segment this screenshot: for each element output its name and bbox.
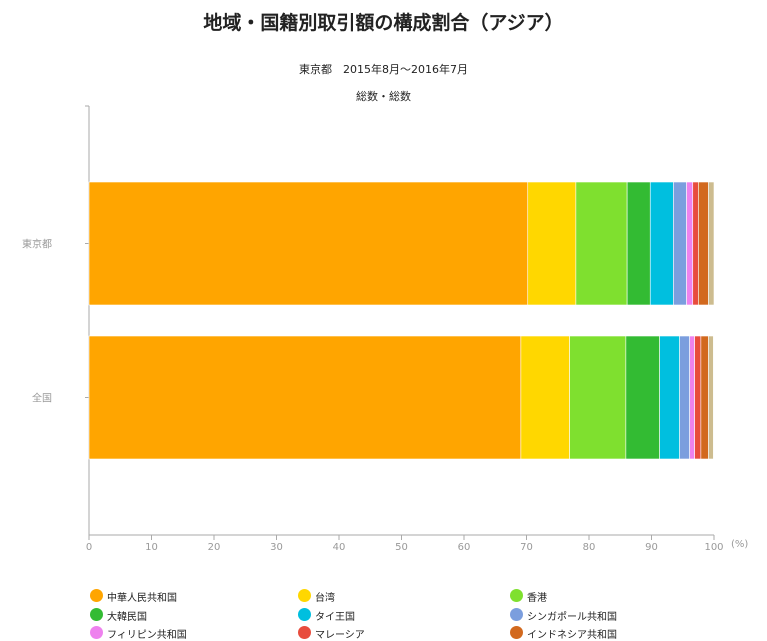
bar-segment-0-7 — [692, 181, 699, 306]
legend-label: タイ王国 — [315, 612, 355, 623]
legend-label: シンガポール共和国 — [527, 612, 617, 623]
x-tick-label: 20 — [208, 542, 221, 553]
x-axis-unit: (%) — [731, 539, 748, 550]
bar-segment-0-1 — [527, 181, 577, 306]
legend-swatch — [298, 608, 311, 621]
legend-label: フィリピン共和国 — [107, 630, 187, 641]
x-tick-label: 80 — [583, 542, 596, 553]
x-tick-label: 50 — [395, 542, 408, 553]
x-tick-label: 0 — [86, 542, 92, 553]
bar-segment-1-6 — [689, 335, 695, 460]
bar-segment-0-6 — [686, 181, 694, 306]
legend-label: 中華人民共和国 — [107, 593, 177, 604]
legend-label: 大韓民国 — [107, 612, 147, 623]
bar-segment-0-5 — [673, 181, 687, 306]
bar-segment-0-9 — [708, 181, 715, 306]
y-category-label: 東京都 — [22, 238, 52, 251]
bar-segment-1-8 — [700, 335, 709, 460]
bar-segment-1-4 — [659, 335, 680, 460]
bar-segment-1-5 — [679, 335, 690, 460]
x-tick-label: 10 — [145, 542, 158, 553]
bar-segment-1-7 — [694, 335, 702, 460]
legend-swatch — [90, 589, 103, 602]
x-tick-label: 30 — [270, 542, 283, 553]
chart-subtitle-totals: 総数・総数 — [356, 90, 411, 103]
bar-segment-0-8 — [698, 181, 709, 306]
legend-swatch — [298, 589, 311, 602]
bar-segment-1-1 — [520, 335, 570, 460]
legend-label: マレーシア — [315, 630, 365, 641]
bar-segment-0-3 — [626, 181, 651, 306]
legend-swatch — [298, 626, 311, 639]
legend-swatch — [90, 626, 103, 639]
x-tick-label: 70 — [520, 542, 533, 553]
y-category-label: 全国 — [32, 392, 52, 405]
legend-swatch — [510, 589, 523, 602]
x-tick-label: 90 — [645, 542, 658, 553]
bar-segment-1-2 — [569, 335, 627, 460]
chart-subtitle-region-period: 東京都 2015年8月〜2016年7月 — [299, 63, 468, 76]
bar-segment-0-4 — [649, 181, 674, 306]
bar-segment-0-0 — [88, 181, 529, 306]
x-tick-label: 60 — [458, 542, 471, 553]
bar-segment-1-0 — [88, 335, 522, 460]
legend-swatch — [510, 608, 523, 621]
legend-label: インドネシア共和国 — [527, 630, 617, 641]
bar-segment-0-2 — [575, 181, 628, 306]
legend-swatch — [510, 626, 523, 639]
legend-label: 台湾 — [315, 593, 335, 604]
bar-segment-1-3 — [625, 335, 660, 460]
legend-label: 香港 — [527, 593, 547, 604]
x-tick-label: 100 — [704, 542, 723, 553]
bar-segment-1-9 — [708, 335, 714, 460]
x-tick-label: 40 — [333, 542, 346, 553]
chart-title: 地域・国籍別取引額の構成割合（アジア） — [203, 12, 564, 34]
legend-swatch — [90, 608, 103, 621]
